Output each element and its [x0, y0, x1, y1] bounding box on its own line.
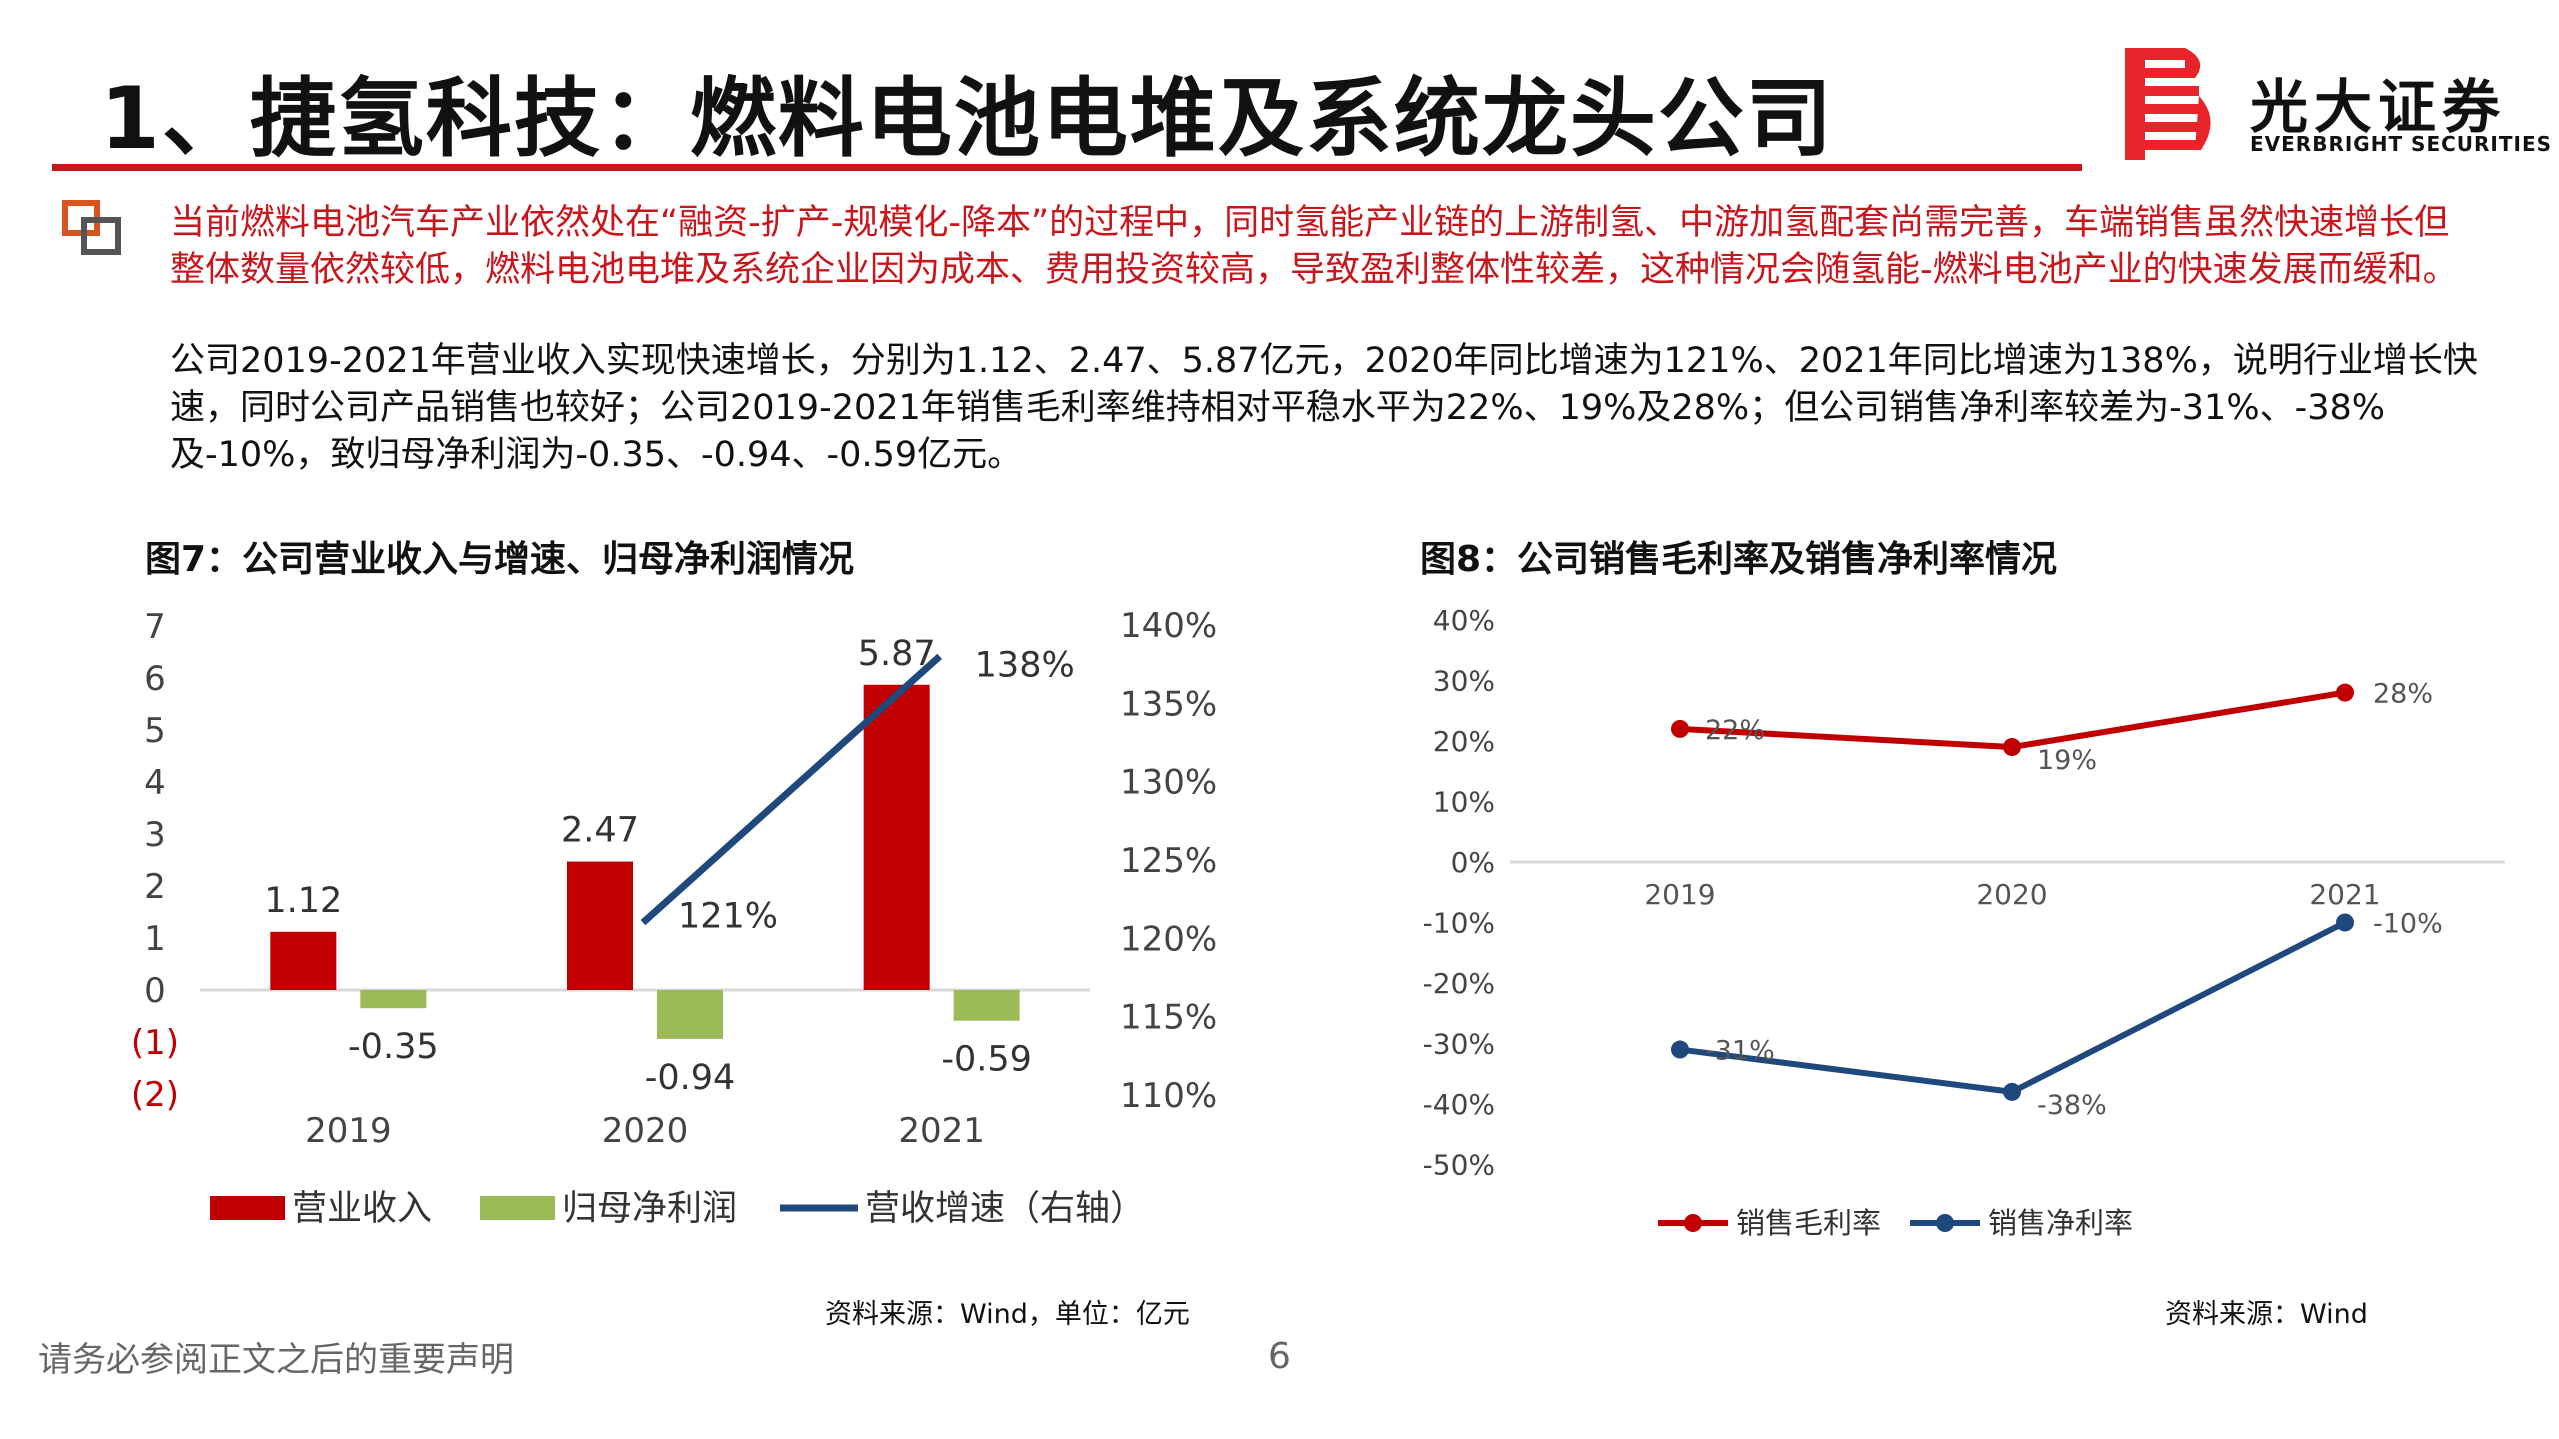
chart8-margin-chart: 40% 30% 20% 10% 0% -10% -20% -30% -40% -50% 2019 20… [1423, 604, 2505, 1240]
legend-swatch-net-profit [480, 1196, 555, 1220]
y-tick-label: 6 [144, 659, 166, 699]
y-tick-label: 10% [1433, 786, 1495, 819]
y-tick-label: -40% [1423, 1088, 1495, 1121]
growth-data-label: 121% [678, 897, 778, 937]
net-margin-point [2336, 913, 2354, 932]
chart7-source: 资料来源：Wind，单位：亿元 [825, 1299, 1190, 1330]
x-tick-label: 2020 [602, 1111, 689, 1151]
x-tick-label: 2019 [305, 1111, 392, 1151]
everbright-logo-icon [2125, 48, 2211, 160]
net-margin-point [1671, 1040, 1689, 1059]
gross-margin-point [2003, 738, 2021, 757]
chart7-revenue-chart: 7 6 5 4 3 2 1 0 (1) (2) 140% 135% 130% 125% 120% 115% 11… [131, 606, 1217, 1229]
net-profit-bar [953, 990, 1020, 1021]
legend-label-net-margin: 销售净利率 [1988, 1206, 2133, 1240]
revenue-data-label: 1.12 [264, 881, 342, 921]
x-tick-label: 2021 [2309, 878, 2380, 911]
y-tick-label: 40% [1433, 604, 1495, 637]
y-tick-label: 2 [144, 867, 166, 907]
y2-tick-label: 115% [1120, 998, 1217, 1038]
chart7-title: 图7：公司营业收入与增速、归母净利润情况 [145, 539, 855, 580]
revenue-data-label: 2.47 [561, 811, 639, 851]
y2-tick-label: 125% [1120, 841, 1217, 881]
net-profit-data-label: -0.35 [348, 1027, 439, 1067]
legend-swatch-revenue [210, 1196, 285, 1220]
growth-line [640, 653, 943, 926]
chart8-source: 资料来源：Wind [2165, 1299, 2368, 1330]
legend-label-net-profit: 归母净利润 [562, 1189, 737, 1229]
x-tick-label: 2020 [1976, 878, 2047, 911]
gross-margin-point [2336, 683, 2354, 702]
y-tick-label: 20% [1433, 725, 1495, 758]
page-number: 6 [1268, 1336, 1291, 1377]
page-title: 1、捷氢科技：燃料电池电堆及系统龙头公司 [100, 69, 1834, 169]
net-profit-data-label: -0.94 [645, 1058, 736, 1098]
y-tick-label: 1 [144, 919, 166, 959]
title-rule [52, 164, 2082, 171]
revenue-bar [567, 861, 633, 990]
y2-tick-label: 130% [1120, 763, 1217, 803]
legend-label-gross-margin: 销售毛利率 [1736, 1206, 1881, 1240]
x-tick-label: 2021 [898, 1111, 985, 1151]
net-profit-data-label: -0.59 [941, 1040, 1032, 1080]
brand-logo: 光大证券 EVERBRIGHT SECURITIES [2125, 48, 2551, 163]
y2-tick-label: 140% [1120, 606, 1217, 646]
revenue-bar [863, 684, 930, 990]
legend-marker-gross-margin [1684, 1214, 1702, 1232]
y-tick-label: 0% [1451, 846, 1495, 879]
net-margin-data-label: -38% [2037, 1090, 2107, 1121]
intro-paragraph-red: 当前燃料电池汽车产业依然处在“融资-扩产-规模化-降本”的过程中，同时氢能产业链… [170, 203, 2458, 290]
growth-data-label: 138% [975, 645, 1075, 685]
legend-label-growth: 营收增速（右轴） [865, 1189, 1145, 1229]
brand-name-cn: 光大证券 [2250, 73, 2507, 141]
y-tick-label: (1) [131, 1023, 179, 1063]
gross-margin-data-label: 22% [1705, 715, 1765, 746]
y-tick-label: (2) [131, 1075, 179, 1115]
legend-marker-net-margin [1936, 1214, 1954, 1232]
net-profit-bar [657, 990, 723, 1039]
net-margin-data-label: -31% [1705, 1036, 1775, 1067]
brand-name-en: EVERBRIGHT SECURITIES [2250, 132, 2553, 156]
gross-margin-data-label: 19% [2037, 745, 2097, 776]
y-tick-label: -20% [1423, 967, 1495, 1000]
y-tick-label: -30% [1423, 1028, 1495, 1061]
gross-margin-point [1671, 719, 1689, 738]
y2-tick-label: 120% [1120, 919, 1217, 959]
y2-tick-label: 135% [1120, 684, 1217, 724]
y-tick-label: 3 [144, 815, 166, 855]
y-tick-label: 4 [144, 763, 166, 803]
y-tick-label: -10% [1423, 907, 1495, 940]
net-margin-data-label: -10% [2373, 909, 2443, 940]
chart8-title: 图8：公司销售毛利率及销售净利率情况 [1420, 539, 2058, 580]
x-tick-label: 2019 [1644, 878, 1715, 911]
y-tick-label: 7 [144, 607, 166, 647]
net-profit-bar [360, 990, 427, 1009]
disclaimer: 请务必参阅正文之后的重要声明 [38, 1340, 514, 1380]
y-tick-label: -50% [1423, 1149, 1495, 1182]
net-margin-line [1679, 919, 2347, 1095]
y-tick-label: 5 [144, 711, 166, 751]
y2-tick-label: 110% [1120, 1076, 1217, 1116]
y-tick-label: 30% [1433, 665, 1495, 698]
legend-label-revenue: 营业收入 [292, 1189, 432, 1229]
gross-margin-data-label: 28% [2373, 679, 2433, 710]
square-bullet-icon [62, 200, 121, 255]
net-margin-point [2003, 1082, 2021, 1101]
revenue-bar [270, 931, 337, 990]
intro-paragraph-black: 公司2019-2021年营业收入实现快速增长，分别为1.12、2.47、5.87… [170, 341, 2478, 475]
y-tick-label: 0 [144, 971, 166, 1011]
